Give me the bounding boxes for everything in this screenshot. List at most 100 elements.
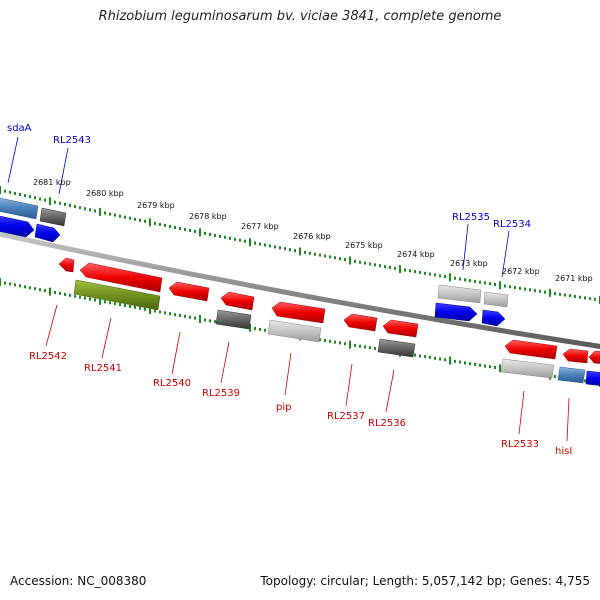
gene-feature[interactable] (215, 309, 252, 330)
minor-tick (144, 307, 146, 311)
major-tick (349, 256, 351, 265)
kbp-label: 2679 kbp (137, 201, 175, 210)
label-leader (345, 363, 353, 407)
minor-tick (224, 235, 226, 239)
minor-tick (234, 237, 236, 241)
gene-label-rl2537[interactable]: RL2537 (327, 411, 365, 422)
gene-label-pip[interactable]: pip (276, 402, 291, 413)
minor-tick (59, 201, 61, 205)
gene-label-rl2534[interactable]: RL2534 (493, 219, 531, 230)
minor-tick (419, 271, 421, 274)
minor-tick (164, 223, 166, 227)
gene-label-rl2535[interactable]: RL2535 (452, 212, 490, 223)
minor-tick (209, 232, 211, 236)
minor-tick (229, 236, 231, 240)
minor-tick (14, 283, 16, 287)
minor-tick (59, 291, 61, 295)
gene-feature[interactable] (483, 291, 509, 308)
gene-feature[interactable] (562, 348, 589, 364)
minor-tick (384, 265, 386, 269)
minor-tick (254, 327, 256, 331)
forward-genes (0, 197, 509, 327)
kbp-scale: 2681 kbp 2680 kbp 2679 kbp 2678 kbp 2677… (33, 178, 593, 283)
kbp-label: 2677 kbp (241, 222, 279, 231)
minor-tick (14, 191, 16, 195)
minor-tick (474, 279, 476, 283)
minor-tick (154, 309, 156, 313)
minor-tick (119, 303, 121, 307)
gene-label-rl2543[interactable]: RL2543 (53, 135, 91, 146)
gene-label-rl2533[interactable]: RL2533 (501, 439, 539, 450)
gene-feature[interactable] (434, 302, 478, 322)
kbp-label: 2676 kbp (293, 232, 331, 241)
minor-tick (479, 280, 481, 284)
gene-label-rl2541[interactable]: RL2541 (84, 363, 122, 374)
gene-feature[interactable] (39, 207, 67, 227)
minor-tick (19, 193, 21, 196)
major-tick (499, 364, 501, 373)
minor-tick (534, 289, 536, 293)
minor-tick (359, 344, 361, 348)
gene-feature[interactable] (79, 262, 163, 293)
gene-feature[interactable] (500, 358, 555, 379)
gene-feature[interactable] (585, 370, 600, 386)
gene-label-hisi[interactable]: hisI (555, 446, 572, 457)
minor-tick (204, 231, 206, 235)
minor-tick (129, 216, 131, 220)
gene-feature[interactable] (343, 313, 378, 332)
minor-tick (484, 364, 486, 368)
gene-feature[interactable] (0, 215, 35, 238)
minor-tick (444, 275, 446, 279)
gene-feature[interactable] (58, 257, 75, 273)
gene-feature[interactable] (220, 291, 255, 311)
minor-tick (579, 295, 581, 299)
gene-feature[interactable] (34, 223, 61, 243)
minor-tick (34, 287, 36, 291)
gene-label-rl2539[interactable]: RL2539 (202, 388, 240, 399)
gene-feature[interactable] (481, 309, 506, 327)
gene-feature[interactable] (437, 284, 482, 304)
kbp-label: 2680 kbp (86, 189, 124, 198)
minor-tick (454, 359, 456, 363)
minor-tick (424, 355, 426, 359)
minor-tick (289, 248, 291, 252)
minor-tick (214, 320, 216, 324)
minor-tick (194, 230, 196, 233)
minor-tick (259, 327, 261, 331)
label-leader (58, 147, 69, 195)
gene-feature[interactable] (504, 339, 558, 360)
minor-tick (219, 234, 221, 238)
kbp-label: 2675 kbp (345, 241, 383, 250)
minor-tick (69, 204, 71, 207)
gene-label-rl2542[interactable]: RL2542 (29, 351, 67, 362)
gene-label-sdaa[interactable]: sdaA (7, 123, 32, 134)
label-leader (385, 369, 395, 413)
label-leader (171, 331, 181, 375)
gene-feature[interactable] (588, 350, 600, 364)
minor-tick (24, 285, 26, 289)
genome-stats-text: Topology: circular; Length: 5,057,142 bp… (260, 574, 590, 588)
kbp-label: 2672 kbp (502, 267, 540, 276)
gene-feature[interactable] (267, 319, 322, 343)
gene-feature[interactable] (377, 338, 416, 358)
minor-tick (244, 239, 246, 243)
kbp-label: 2681 kbp (33, 178, 71, 187)
gene-feature[interactable] (557, 366, 586, 384)
major-tick (0, 186, 1, 194)
gene-feature[interactable] (0, 197, 39, 220)
minor-tick (319, 253, 321, 257)
gene-feature[interactable] (73, 279, 161, 311)
minor-tick (344, 258, 346, 262)
minor-tick (569, 294, 571, 298)
gene-feature[interactable] (168, 281, 210, 302)
minor-tick (554, 375, 556, 378)
gene-label-rl2536[interactable]: RL2536 (368, 418, 406, 429)
gene-feature[interactable] (382, 319, 419, 338)
minor-tick (334, 256, 336, 260)
minor-tick (279, 246, 281, 250)
minor-tick (464, 278, 466, 282)
gene-label-rl2540[interactable]: RL2540 (153, 378, 191, 389)
minor-tick (84, 207, 86, 211)
gene-feature[interactable] (271, 301, 326, 324)
